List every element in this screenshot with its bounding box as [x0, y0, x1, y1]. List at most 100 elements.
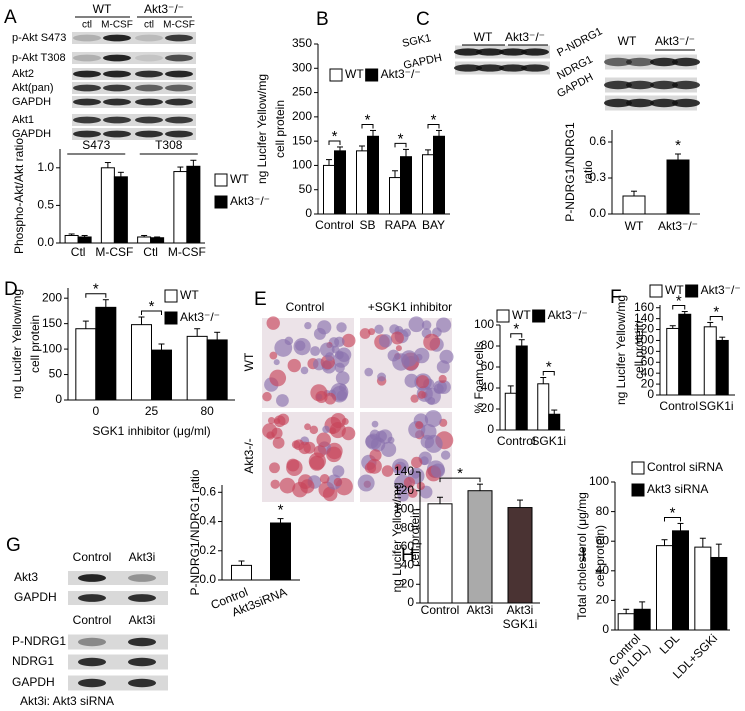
significance-label: *: [513, 321, 519, 338]
bar: [137, 236, 152, 244]
x-tick-label: M-CSF: [168, 245, 206, 259]
blot-label: GAPDH: [12, 96, 51, 108]
blot-band: [73, 84, 101, 92]
blot-band: [135, 70, 163, 78]
y-tick-label: 80: [596, 504, 610, 518]
y-tick-label: 0.6: [199, 484, 216, 498]
significance-bracket: [664, 516, 681, 522]
bar: [666, 327, 680, 396]
blot-band: [78, 678, 106, 688]
y-tick-label: 50: [299, 182, 313, 196]
bar: [422, 154, 434, 215]
blot-band: [626, 98, 654, 108]
cell: [415, 421, 424, 430]
bar: [504, 392, 517, 431]
x-axis-label: SGK1 inhibitor (μg/ml): [92, 424, 210, 438]
y-axis-label: Phospho-Akt/Akt ratio: [12, 138, 26, 254]
legend-label: WT: [345, 67, 364, 81]
blot-strip: [72, 32, 196, 44]
blot-band: [626, 80, 654, 90]
cell: [408, 316, 425, 333]
blot-band: [103, 34, 131, 42]
bar: [95, 306, 117, 401]
x-tick-label: 25: [145, 404, 159, 418]
bar: [427, 503, 453, 604]
y-tick-label: 60: [481, 359, 495, 373]
blot-band: [135, 130, 163, 138]
y-axis-label: cell protein: [273, 100, 287, 158]
x-tick-label: BAY: [422, 218, 445, 232]
bar: [666, 159, 690, 215]
cell: [273, 359, 280, 366]
cell: [433, 383, 444, 394]
legend-label: WT: [180, 288, 199, 302]
y-axis-label: ng Lucifer Yellow/mg: [614, 295, 628, 405]
legend-label: Akt3⁻/⁻: [548, 308, 588, 322]
blot-strip: [72, 82, 196, 94]
blot-band: [454, 48, 482, 56]
blot-label: Akt1: [12, 114, 34, 126]
blot-band: [73, 130, 101, 138]
blot-band: [650, 98, 678, 108]
y-tick-label: 60: [401, 539, 415, 553]
cell: [274, 339, 293, 357]
legend-swatch: [496, 309, 510, 323]
y-tick-label: 0.2: [199, 543, 216, 557]
y-tick-label: 140: [394, 464, 414, 478]
bar: [64, 234, 79, 244]
lane-label: Akt3i: [129, 613, 156, 627]
note: Akt3i: Akt3 siRNA: [20, 694, 114, 708]
cell: [300, 479, 315, 494]
y-tick-label: 0: [487, 422, 494, 436]
blot-band: [128, 678, 156, 688]
cell: [322, 425, 330, 434]
bar: [151, 349, 172, 401]
blot-label: P-NDRG1: [12, 634, 66, 648]
blot-group: Akt3⁻/⁻: [505, 30, 545, 44]
y-tick-label: 140: [634, 311, 654, 325]
y-tick-label: 40: [641, 365, 655, 379]
y-tick-label: 40: [596, 563, 610, 577]
x-tick-label: Control: [420, 603, 460, 617]
bar: [186, 165, 201, 244]
cell: [316, 432, 331, 448]
significance-label: *: [676, 293, 682, 310]
bar: [678, 313, 692, 396]
legend-label: Akt3⁻/⁻: [381, 67, 421, 81]
bar: [270, 522, 291, 581]
bar: [77, 236, 92, 244]
significance-bracket: [85, 293, 107, 298]
significance-bracket: [328, 140, 341, 145]
cell: [304, 321, 312, 330]
x-tick-label: RAPA: [385, 218, 417, 232]
y-axis-label: ng Lucifer Yellow/mg: [390, 482, 404, 592]
blot-band: [73, 34, 101, 42]
y-tick-label: 80: [641, 344, 655, 358]
y-tick-label: 300: [292, 60, 312, 74]
legend-swatch: [649, 284, 663, 298]
blot-band: [672, 57, 700, 67]
cell: [417, 390, 426, 399]
legend-label: Akt3⁻/⁻: [230, 194, 270, 208]
cell: [410, 394, 419, 403]
blot-band: [103, 54, 131, 62]
bar: [617, 613, 635, 631]
significance-bracket: [439, 477, 481, 483]
blot-label: GAPDH: [14, 590, 57, 604]
y-tick-label: 120: [634, 322, 654, 336]
cell: [267, 416, 276, 425]
y-tick-label: 20: [641, 376, 655, 390]
y-tick-label: 40: [401, 558, 415, 572]
y-tick-label: 100: [474, 317, 494, 331]
panel-letter: B: [316, 9, 329, 30]
blot-band: [165, 84, 193, 92]
cell: [286, 459, 303, 476]
cell: [438, 374, 447, 384]
blot-band: [73, 54, 101, 62]
legend-swatch: [214, 195, 228, 209]
blot-band: [672, 98, 700, 108]
image-column: +SGK1 inhibitor: [368, 300, 452, 314]
blot-strip: [72, 114, 196, 126]
cell: [430, 463, 446, 478]
cell: [336, 322, 347, 333]
